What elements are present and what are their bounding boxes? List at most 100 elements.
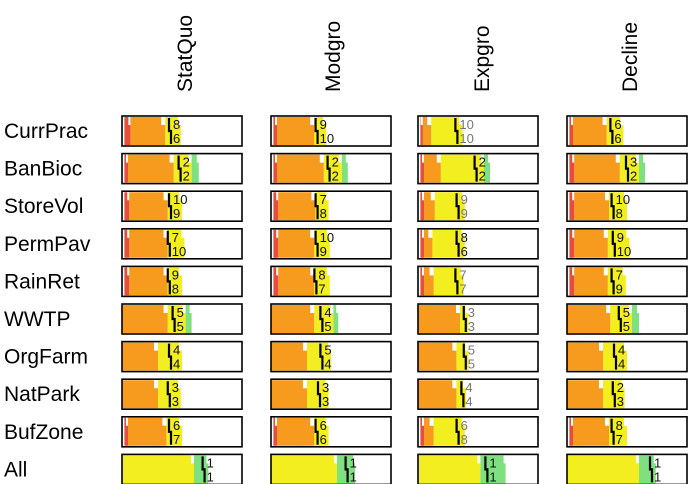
cell-orgfarm-decline-frame: [566, 340, 688, 373]
cell-bufzone-expgro-frame: [417, 415, 539, 448]
row-label-banbioc: BanBioc: [4, 158, 82, 181]
cell-banbioc-statquo-rank-bottom: 2: [183, 169, 190, 184]
cell-banbioc-expgro-green-band: [484, 154, 490, 183]
cell-banbioc-statquo-median-tick: [177, 155, 182, 182]
cell-bufzone-decline-median-tick: [610, 418, 615, 445]
cell-storevol-decline-frame: [566, 190, 688, 222]
cell-all-expgro-rank-top: 1: [489, 455, 496, 470]
cell-rainret-statquo-rank-top: 9: [172, 267, 179, 282]
cell-rainret-statquo-rank-bottom: 8: [172, 281, 179, 296]
cell-bufzone-decline-frame: [566, 415, 688, 448]
cell-banbioc-expgro-red-band: [420, 154, 424, 183]
cell-storevol-modgro-rank-top: 7: [320, 192, 327, 207]
cell-storevol-statquo-frame: [121, 190, 243, 222]
cell-bufzone-modgro-rank-top: 6: [320, 418, 327, 433]
cell-all-statquo-yellow-band: [122, 455, 194, 484]
cell-wwtp-expgro-frame: [417, 303, 539, 335]
cell-storevol-statquo-median-tick: [167, 193, 173, 220]
cell-natpark-decline-rank-top: 2: [617, 380, 624, 395]
cell-bufzone-statquo-median-tick: [167, 418, 173, 445]
cell-orgfarm-statquo-rank-bottom: 4: [173, 357, 180, 372]
cell-natpark-decline-median-tick: [611, 381, 616, 408]
row-label-permpav: PermPav: [4, 233, 91, 256]
cell-orgfarm-decline-orange-band: [567, 342, 603, 371]
cell-permpav-statquo-frame: [121, 228, 243, 260]
cell-banbioc-expgro-yellow-band: [440, 154, 484, 183]
cell-permpav-modgro-median-tick: [314, 230, 319, 257]
cell-rainret-decline-red-band: [569, 267, 575, 296]
cell-natpark-modgro-rank-bottom: 3: [322, 394, 329, 409]
cell-wwtp-statquo-median-tick: [171, 306, 176, 332]
cell-all-modgro-frame: [270, 453, 392, 484]
cell-banbioc-decline-red-band: [569, 154, 575, 183]
row-label-all: All: [4, 458, 27, 481]
cell-permpav-expgro-median-tick: [455, 230, 460, 257]
cell-wwtp-modgro-rank-bottom: 5: [324, 319, 331, 334]
cell-all-expgro-frame: [417, 453, 539, 484]
cell-orgfarm-statquo-median-tick: [167, 343, 173, 370]
cell-banbioc-expgro-frame: [417, 152, 539, 185]
cell-rainret-expgro-median-tick: [454, 268, 459, 295]
cell-currprac-decline-median-tick: [609, 118, 614, 144]
cell-wwtp-decline-orange-band: [567, 305, 611, 333]
column-label-decline: Decline: [619, 22, 642, 92]
cell-wwtp-decline-rank-bottom: 5: [623, 319, 630, 334]
cell-natpark-decline-frame: [566, 378, 688, 411]
cell-currprac-decline-rank-bottom: 6: [614, 131, 621, 146]
cell-rainret-decline-median-tick: [610, 268, 615, 295]
row-label-rainret: RainRet: [4, 270, 80, 293]
cell-natpark-modgro-orange-band: [271, 380, 307, 409]
cell-banbioc-expgro-orange-band: [424, 154, 441, 183]
cell-currprac-modgro-median-tick: [314, 118, 319, 144]
cell-wwtp-expgro-median-tick: [462, 306, 467, 332]
cell-all-decline-median-tick: [648, 456, 654, 483]
cell-orgfarm-decline-median-tick: [612, 343, 618, 370]
cell-currprac-modgro-frame: [270, 115, 392, 147]
cell-storevol-expgro-frame: [417, 190, 539, 222]
cell-rainret-decline-rank-top: 7: [616, 267, 623, 282]
cell-orgfarm-expgro-rank-bottom: 5: [468, 357, 475, 372]
cell-banbioc-expgro-rank-bottom: 2: [479, 169, 486, 184]
cell-all-modgro-rank-bottom: 1: [350, 469, 357, 484]
cell-wwtp-decline-frame: [566, 303, 688, 335]
cell-bufzone-modgro-frame: [270, 415, 392, 448]
cell-bufzone-decline-rank-bottom: 7: [616, 432, 623, 447]
cell-wwtp-modgro-orange-band: [271, 305, 315, 333]
cell-natpark-decline-orange-band: [567, 380, 603, 409]
cell-all-statquo-median-tick: [201, 456, 206, 483]
cell-natpark-modgro-rank-top: 3: [322, 380, 329, 395]
cell-currprac-modgro-rank-bottom: 10: [320, 131, 334, 146]
cell-currprac-statquo-orange-band: [130, 117, 166, 145]
row-label-orgfarm: OrgFarm: [4, 346, 88, 369]
cell-natpark-expgro-median-tick: [460, 381, 465, 408]
cell-orgfarm-decline-rank-bottom: 4: [618, 357, 625, 372]
cell-wwtp-modgro-frame: [270, 303, 392, 335]
cell-all-modgro-median-tick: [344, 456, 349, 483]
cell-currprac-expgro-rank-bottom: 10: [459, 131, 473, 146]
cell-wwtp-statquo-rank-bottom: 5: [177, 319, 184, 334]
cell-currprac-expgro-red-band: [420, 117, 423, 145]
column-label-statquo: StatQuo: [174, 15, 197, 92]
cell-bufzone-decline-red-band: [569, 417, 573, 446]
cell-rainret-statquo-orange-band: [129, 267, 168, 296]
cell-banbioc-statquo-green-band: [191, 154, 199, 183]
cell-rainret-statquo-median-tick: [166, 268, 171, 295]
cell-bufzone-expgro-median-tick: [455, 418, 460, 445]
cell-banbioc-statquo-frame: [121, 152, 243, 185]
cell-permpav-decline-frame: [566, 228, 688, 260]
cell-permpav-modgro-rank-bottom: 9: [320, 244, 327, 259]
cell-banbioc-modgro-orange-band: [277, 154, 324, 183]
cell-rainret-decline-orange-band: [574, 267, 608, 296]
cell-storevol-modgro-median-tick: [314, 193, 319, 220]
cell-currprac-modgro-orange-band: [277, 117, 315, 145]
cell-natpark-expgro-frame: [417, 378, 539, 411]
cell-bufzone-statquo-frame: [121, 415, 243, 448]
cell-banbioc-expgro-rank-top: 2: [479, 155, 486, 170]
cell-storevol-decline-rank-bottom: 8: [616, 206, 623, 221]
cell-bufzone-decline-orange-band: [573, 417, 609, 446]
cell-orgfarm-expgro-frame: [417, 340, 539, 373]
cell-banbioc-decline-orange-band: [574, 154, 620, 183]
cell-banbioc-modgro-green-band: [341, 154, 348, 183]
cell-natpark-expgro-orange-band: [418, 380, 457, 409]
cell-currprac-decline-orange-band: [573, 117, 607, 145]
